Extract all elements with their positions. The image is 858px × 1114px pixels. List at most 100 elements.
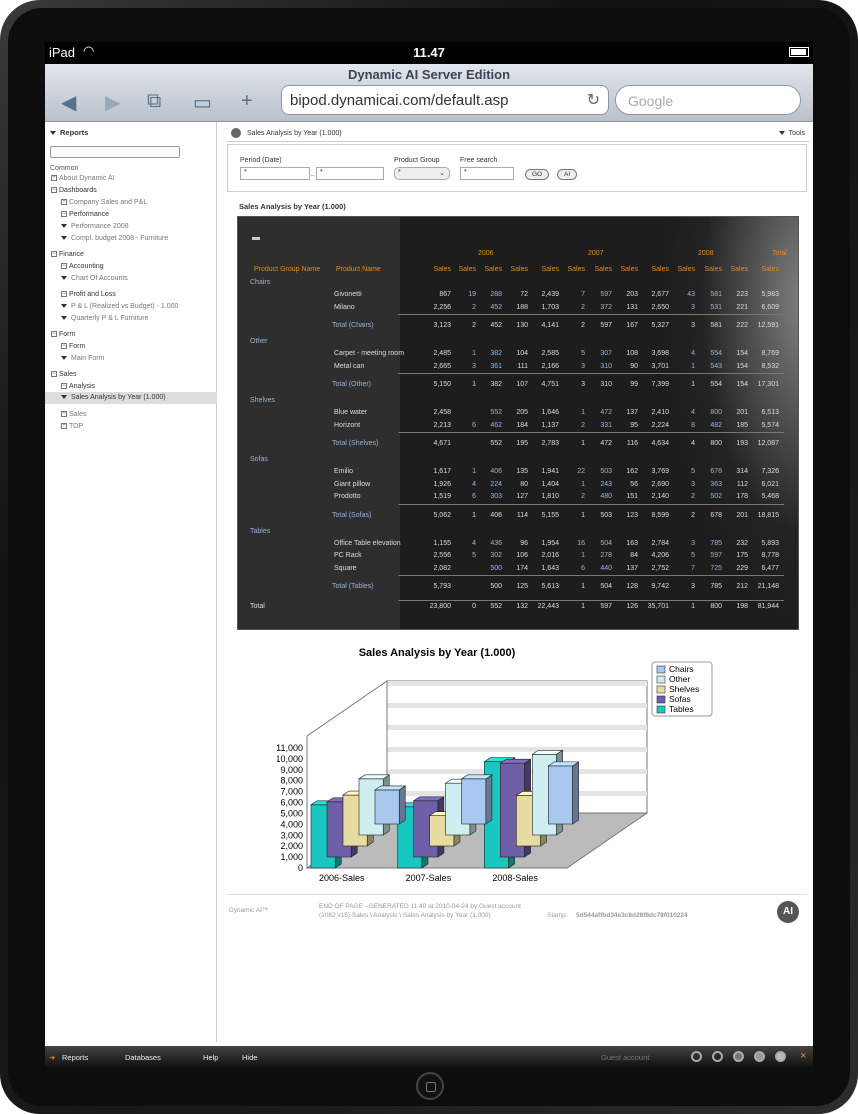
sidebar-search-input[interactable] (50, 146, 180, 158)
total-cell: 504 (600, 583, 612, 590)
sidebar-item-label: TOP (69, 423, 84, 430)
sidebar-item-label: Main Form (71, 355, 105, 362)
circle-icon[interactable] (733, 1051, 744, 1062)
period-to-input[interactable]: * (316, 167, 384, 180)
col-sales: Sales (594, 266, 612, 273)
bookmarks-icon[interactable]: ▭ (193, 92, 212, 114)
grand-total-cell: 23,800 (429, 603, 451, 610)
sidebar-item-performance-2008[interactable]: Performance 2008 (61, 223, 129, 230)
main-content: Sales Analysis by Year (1.000) Tools Per… (227, 122, 809, 1042)
sidebar-item-form-group[interactable]: − Form (51, 331, 75, 338)
product-name: Metal can (334, 362, 365, 370)
circle-icon[interactable] (754, 1051, 765, 1062)
table-cell: 184 (516, 421, 528, 429)
sidebar-item-sales-analysis[interactable]: Sales Analysis by Year (1.000) (61, 394, 166, 401)
url-field[interactable]: bipod.dynamicai.com/default.asp ↻ (281, 85, 609, 115)
col-sales: Sales (510, 266, 528, 273)
sidebar-item-performance[interactable]: − Performance (61, 211, 109, 218)
sidebar-item-form[interactable]: − Form (61, 343, 85, 350)
y-tick-label: 8,000 (280, 776, 303, 786)
table-cell: 4 (691, 350, 695, 357)
total-cell: 4,751 (541, 381, 559, 388)
sidebar-item-about[interactable]: + About Dynamic AI (51, 175, 115, 182)
sidebar-item-compl-budget[interactable]: Compl. budget 2008 - Furniture (61, 235, 168, 242)
col-sales: Sales (704, 266, 722, 273)
reload-icon[interactable]: ↻ (586, 92, 600, 109)
table-cell: 3,701 (651, 362, 669, 370)
group-total-label: Total (Tables) (332, 583, 374, 590)
circle-icon[interactable] (712, 1051, 723, 1062)
sidebar-item-accounting[interactable]: − Accounting (61, 263, 104, 270)
table-cell: 554 (710, 350, 722, 357)
table-cell: 2 (581, 303, 585, 311)
sidebar-item-chart-accounts[interactable]: Chart Of Accounts (61, 275, 128, 282)
sidebar-item-analysis[interactable]: − Analysis (61, 383, 95, 390)
add-icon[interactable]: + (241, 90, 253, 112)
table-cell: 504 (600, 539, 612, 547)
table-rule (398, 432, 784, 433)
info-icon[interactable] (231, 128, 241, 138)
table-cell: 4,206 (651, 552, 669, 559)
group-total-label: Total (Sofas) (332, 511, 372, 519)
search-field[interactable]: Google (615, 85, 801, 115)
sidebar-item-dashboards[interactable]: − Dashboards (51, 187, 97, 194)
y-tick-label: 7,000 (280, 787, 303, 797)
total-cell: 4,671 (433, 440, 451, 447)
table-cell: 2,485 (433, 350, 451, 357)
table-cell: 1,954 (541, 539, 559, 547)
bottom-databases-link[interactable]: Databases (125, 1053, 161, 1062)
total-cell: 7,399 (651, 381, 669, 388)
wifi-icon: ◠ (83, 43, 95, 58)
sidebar-item-label: Quarterly P & L Furniture (71, 315, 149, 322)
table-cell: 1,646 (541, 409, 559, 416)
sidebar-item-quarterly[interactable]: Quarterly P & L Furniture (61, 315, 148, 322)
sidebar-item-sales-sub[interactable]: + Sales (61, 411, 87, 418)
table-cell: 500 (490, 564, 502, 572)
sidebar-item-label: Chart Of Accounts (71, 275, 128, 282)
collapse-table-icon[interactable] (252, 237, 260, 240)
table-cell: 307 (600, 350, 612, 357)
report-icon (61, 395, 67, 400)
table-cell: 205 (516, 409, 528, 416)
sidebar-item-finance[interactable]: − Finance (51, 251, 84, 258)
sidebar-item-profit-loss[interactable]: − Profit and Loss (61, 291, 116, 298)
sidebar-item-label: Form (59, 331, 76, 338)
period-from-input[interactable]: * (240, 167, 310, 180)
sidebar-item-sales[interactable]: − Sales (51, 371, 77, 378)
y-tick-label: 11,000 (277, 743, 303, 753)
free-search-input[interactable]: * (460, 167, 514, 180)
product-group-select[interactable]: * ⌄ (394, 167, 450, 180)
col-product-group: Product Group Name (254, 266, 321, 273)
table-rule (398, 600, 784, 601)
tools-menu[interactable]: Tools (778, 130, 805, 137)
table-cell: 221 (736, 303, 748, 311)
close-icon[interactable]: × (800, 1050, 807, 1062)
sidebar-item-top[interactable]: + TOP (61, 423, 83, 430)
home-button[interactable] (416, 1072, 444, 1100)
group-name: Sofas (250, 456, 268, 463)
table-cell: 127 (516, 493, 528, 500)
back-icon[interactable]: ◀ (61, 92, 77, 114)
bottom-hide-link[interactable]: Hide (242, 1053, 258, 1062)
circle-icon[interactable] (691, 1051, 702, 1062)
go-button[interactable]: GO (525, 169, 550, 180)
sidebar-header[interactable]: Reports (50, 128, 88, 137)
table-cell: 7 (581, 291, 585, 298)
sidebar-item-label: Performance 2008 (71, 223, 129, 230)
product-group-label: Product Group (394, 157, 440, 164)
table-cell: 111 (517, 362, 528, 370)
sidebar-item-company-sales[interactable]: + Company Sales and P&L (61, 199, 147, 206)
sidebar-item-pl-realized[interactable]: P & L (Realized vs Budget) - 1.000 (61, 303, 178, 310)
circle-icon[interactable] (775, 1051, 786, 1062)
table-cell: 2,650 (651, 303, 669, 311)
forward-icon[interactable]: ▶ (105, 92, 121, 114)
table-cell: 482 (710, 421, 722, 429)
sidebar-item-main-form[interactable]: Main Form (61, 355, 104, 362)
table-cell: 96 (520, 539, 528, 547)
bottom-reports-link[interactable]: Reports (62, 1053, 89, 1062)
ai-button[interactable]: AI (557, 169, 578, 180)
total-cell: 1 (581, 583, 585, 590)
tabs-icon[interactable]: ⧉ (147, 90, 162, 112)
product-name: Horizont (334, 421, 361, 429)
bottom-help-link[interactable]: Help (203, 1053, 219, 1062)
